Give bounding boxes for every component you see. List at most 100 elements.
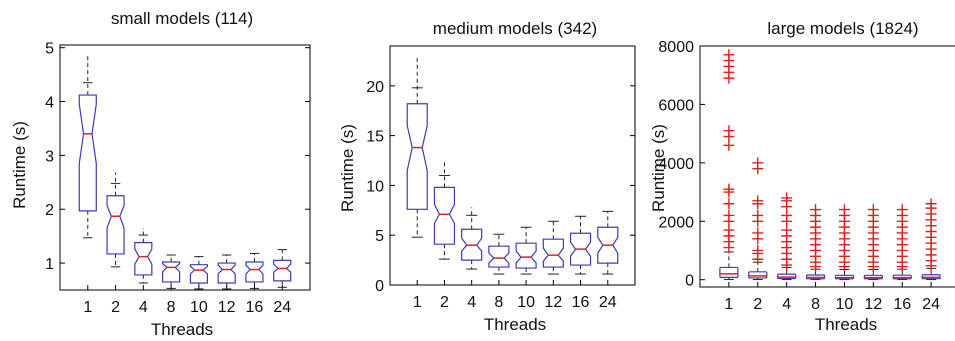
x-tick-label: 8 — [494, 294, 503, 311]
y-tick-label: 4000 — [658, 156, 694, 173]
box-10 — [515, 226, 537, 275]
box-12 — [863, 204, 883, 281]
x-tick-label: 4 — [139, 299, 148, 316]
outlier-point — [752, 244, 764, 256]
box-24 — [597, 210, 619, 275]
outlier-point — [781, 192, 793, 204]
y-tick-label: 3 — [45, 148, 54, 165]
box-8 — [488, 233, 510, 275]
box-24 — [273, 249, 292, 288]
box-body — [78, 94, 97, 212]
outlier-point — [810, 204, 822, 216]
box-10 — [189, 256, 208, 290]
axes-frame — [699, 45, 955, 288]
x-tick-label: 10 — [190, 299, 208, 316]
y-tick-label: 10 — [366, 178, 384, 195]
x-tick-label: 8 — [811, 296, 820, 313]
y-tick-label: 2 — [45, 202, 54, 219]
box-24 — [921, 198, 941, 281]
box-body — [515, 242, 537, 269]
outlier-point — [723, 198, 735, 210]
x-tick-label: 1 — [83, 299, 92, 316]
x-tick-label: 12 — [218, 299, 236, 316]
y-tick-label: 5 — [45, 41, 54, 58]
x-tick-label: 4 — [782, 296, 791, 313]
x-tick-label: 10 — [836, 296, 854, 313]
box-body — [134, 242, 153, 276]
outlier-point — [752, 195, 764, 207]
box-1 — [406, 57, 428, 238]
panel-medium-models: medium models (342) Runtime (s) Threads … — [338, 19, 636, 334]
x-tick-label: 12 — [544, 294, 562, 311]
outlier-point — [723, 49, 735, 61]
box-body — [162, 261, 181, 283]
chart-title: small models (114) — [111, 9, 253, 28]
box-body — [245, 261, 264, 283]
outlier-point — [723, 209, 735, 221]
box-12 — [542, 220, 564, 275]
x-tick-label: 4 — [467, 294, 476, 311]
box-8 — [805, 204, 826, 281]
outlier-point — [723, 125, 735, 137]
box-body — [488, 245, 510, 268]
x-tick-label: 24 — [922, 296, 940, 313]
y-tick-label: 15 — [366, 129, 384, 146]
outlier-point — [925, 198, 937, 210]
x-tick-label: 2 — [753, 296, 762, 313]
x-tick-label: 1 — [724, 296, 733, 313]
outlier-point — [896, 204, 908, 216]
x-tick-label: 2 — [111, 299, 120, 316]
x-axis-label: Threads — [815, 315, 877, 334]
x-axis-label: Threads — [151, 320, 213, 339]
x-tick-label: 16 — [246, 299, 264, 316]
outlier-point — [752, 157, 764, 169]
x-tick-label: 2 — [440, 294, 449, 311]
box-body — [542, 238, 564, 268]
x-tick-label: 12 — [864, 296, 882, 313]
box-10 — [834, 204, 855, 281]
box-body — [217, 262, 236, 284]
panel-large-models: large models (1824) Runtime (s) Threads … — [649, 19, 955, 334]
box-body — [748, 271, 768, 279]
x-tick-label: 24 — [599, 294, 617, 311]
box-16 — [569, 215, 592, 275]
x-axis-label: Threads — [484, 315, 546, 334]
box-body — [189, 264, 208, 284]
box-8 — [162, 254, 181, 289]
box-1 — [719, 49, 739, 280]
box-4 — [134, 228, 153, 284]
x-tick-label: 8 — [167, 299, 176, 316]
outlier-point — [838, 204, 850, 216]
box-2 — [748, 157, 768, 281]
y-tick-label: 6000 — [658, 97, 694, 114]
y-tick-label: 0 — [685, 273, 694, 290]
chart-title: large models (1824) — [767, 19, 918, 38]
x-tick-label: 1 — [413, 294, 422, 311]
box-body — [273, 259, 292, 282]
y-tick-label: 4 — [45, 95, 54, 112]
chart-title: medium models (342) — [433, 19, 597, 38]
box-body — [433, 186, 456, 245]
outlier-point — [752, 209, 764, 221]
box-16 — [245, 252, 264, 289]
y-axis-label: Runtime (s) — [338, 124, 357, 212]
panel-small-models: small models (114) Runtime (s) Threads 1… — [10, 9, 311, 339]
box-1 — [78, 55, 97, 239]
y-tick-label: 5 — [375, 228, 384, 245]
box-body — [106, 195, 125, 255]
x-tick-label: 24 — [273, 299, 291, 316]
y-tick-label: 2000 — [658, 214, 694, 231]
y-tick-label: 0 — [375, 278, 384, 295]
box-2 — [106, 172, 125, 268]
box-12 — [217, 254, 236, 290]
x-tick-label: 16 — [572, 294, 590, 311]
y-tick-label: 8000 — [658, 39, 694, 56]
outlier-point — [723, 183, 735, 195]
x-tick-label: 10 — [517, 294, 535, 311]
box-body — [719, 266, 739, 278]
box-4 — [461, 207, 483, 270]
box-body — [406, 103, 428, 210]
